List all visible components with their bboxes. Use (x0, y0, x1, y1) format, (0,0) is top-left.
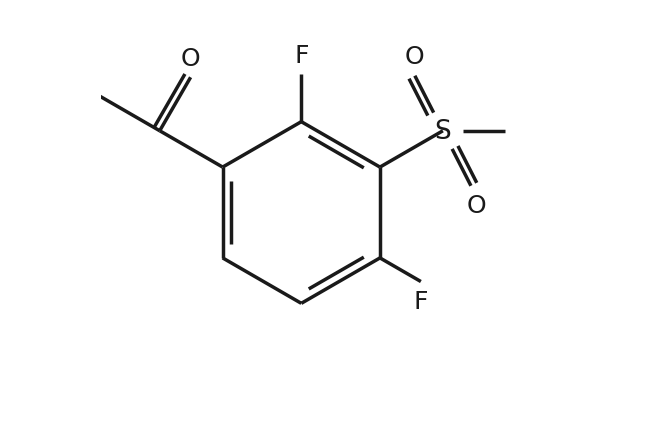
Text: F: F (294, 44, 309, 68)
Text: O: O (467, 193, 486, 218)
Text: O: O (181, 47, 200, 71)
Text: F: F (413, 289, 428, 313)
Text: S: S (434, 118, 452, 144)
Text: O: O (405, 45, 425, 69)
